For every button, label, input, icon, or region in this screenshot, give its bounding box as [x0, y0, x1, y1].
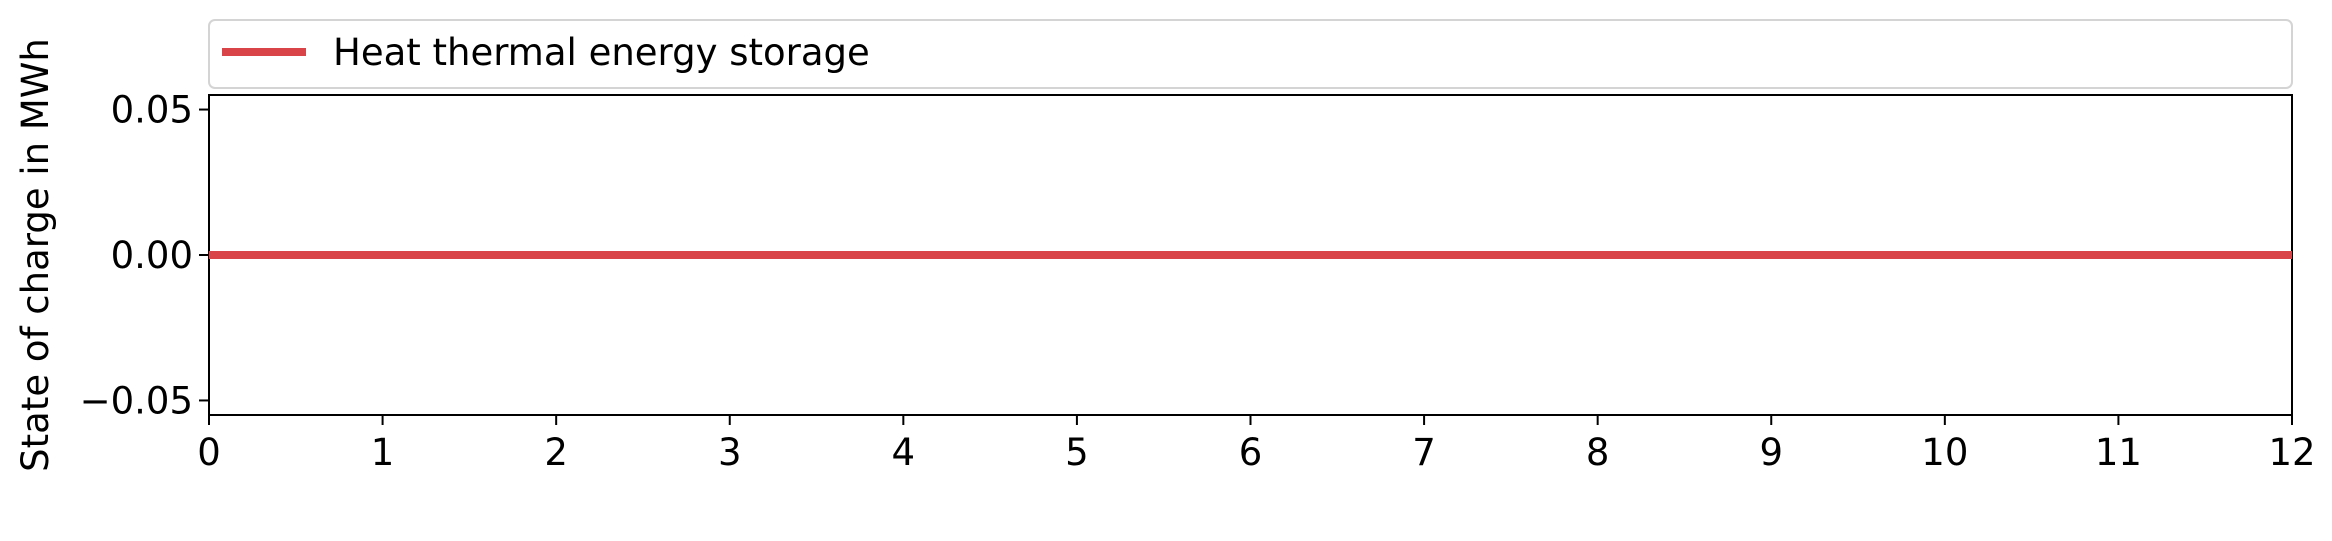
x-tick-label: 8 [1586, 431, 1610, 474]
x-tick-label: 7 [1412, 431, 1436, 474]
x-tick-label: 11 [2095, 431, 2142, 474]
x-tick-label: 6 [1239, 431, 1263, 474]
x-tick-label: 9 [1759, 431, 1783, 474]
y-tick-label: 0.00 [111, 234, 193, 277]
x-tick-label: 5 [1065, 431, 1089, 474]
legend: Heat thermal energy storage [208, 19, 2293, 89]
x-tick-label: 4 [892, 431, 916, 474]
x-tick-label: 2 [544, 431, 568, 474]
y-tick-label: 0.05 [111, 89, 193, 132]
y-tick-label: −0.05 [80, 379, 193, 422]
y-axis: 0.05 0.00 −0.05 [80, 89, 209, 422]
x-axis: 0 1 2 3 4 5 6 7 8 9 10 11 12 [197, 415, 2316, 474]
legend-label: Heat thermal energy storage [333, 31, 870, 74]
legend-box [208, 19, 2293, 89]
y-axis-label: State of charge in MWh [14, 38, 57, 472]
x-tick-label: 3 [718, 431, 742, 474]
x-tick-label: 0 [197, 431, 221, 474]
x-tick-label: 1 [371, 431, 395, 474]
x-tick-label: 10 [1921, 431, 1968, 474]
x-tick-label: 12 [2268, 431, 2315, 474]
